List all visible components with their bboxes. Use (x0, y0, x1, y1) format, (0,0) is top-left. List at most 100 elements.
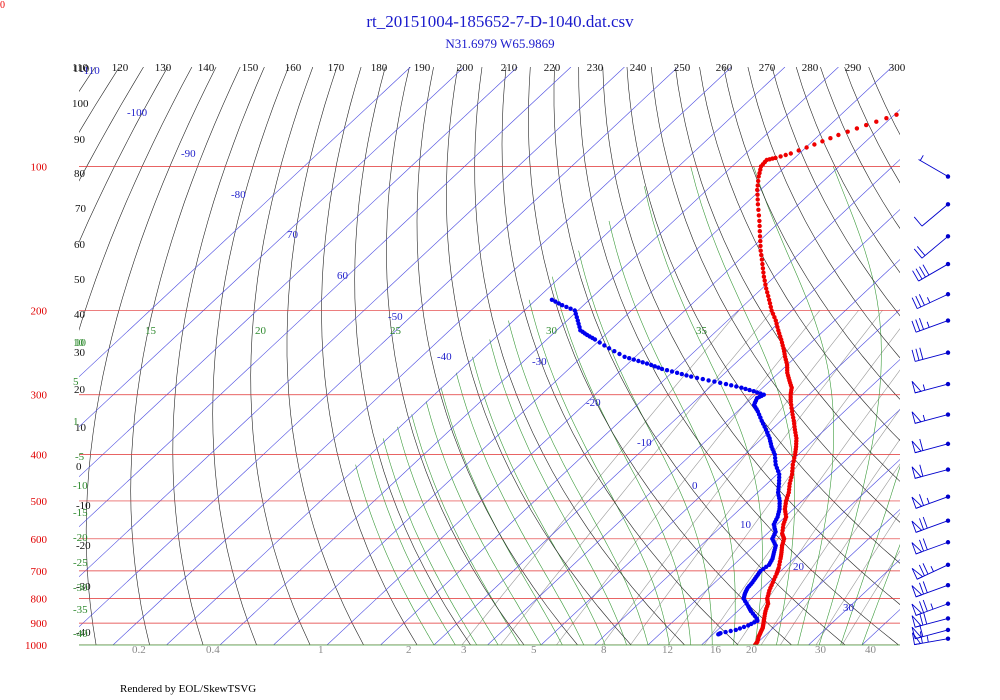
dewpoint-point (556, 301, 561, 306)
mixing-ratio-label: 30 (815, 644, 827, 656)
wind-barb-staff (915, 320, 949, 333)
left-scale-label: 40 (74, 309, 86, 321)
left-scale-label: -35 (73, 604, 88, 616)
corner-label: 0 (0, 0, 5, 11)
dewpoint-point (733, 627, 738, 633)
dewpoint-point (754, 390, 760, 395)
mixing-ratio-line (601, 310, 859, 645)
moist-adiabat (355, 464, 435, 645)
theta-label: 280 (802, 62, 819, 74)
wind-barb-staff (915, 352, 949, 362)
temperature-point (792, 455, 797, 461)
dewpoint-point (549, 297, 555, 302)
temperature-point (970, 90, 974, 94)
theta-label: 270 (759, 62, 776, 74)
isotherm-label: -100 (127, 107, 148, 119)
temperature-point (788, 151, 793, 156)
theta-e-label: 25 (390, 325, 402, 337)
wind-barb-feather (919, 494, 924, 506)
temperature-point (758, 248, 763, 253)
left-scale-label: -10 (76, 500, 91, 512)
wind-barb-flag (911, 615, 922, 628)
dry-adiabat (501, 67, 739, 645)
wind-barb-half-feather (919, 155, 924, 161)
dewpoint-point (631, 357, 636, 362)
dewpoint-point (741, 624, 747, 630)
wind-barb-half-feather (926, 497, 930, 504)
temperature-point (762, 278, 767, 283)
moist-adiabat (382, 438, 478, 645)
mixing-ratio-line (630, 310, 883, 645)
temperature-point (759, 252, 764, 258)
theta-label: 230 (587, 62, 604, 74)
wind-barb-staff (918, 263, 949, 282)
dewpoint-point (729, 383, 734, 388)
dry-adiabat (130, 67, 241, 645)
moist-adiabat (861, 544, 900, 645)
isotherm (79, 67, 625, 578)
dry-adiabat (795, 67, 900, 274)
wind-barb-staff (921, 203, 949, 227)
mixing-ratio-label: 2 (406, 644, 412, 656)
isotherm-label: -10 (637, 437, 652, 449)
theta-label: 260 (716, 62, 733, 74)
temperature-point (757, 218, 762, 224)
moist-adiabat (440, 387, 563, 645)
dewpoint-point (622, 354, 627, 359)
isotherm (219, 67, 839, 645)
isotherm-label: -30 (532, 356, 547, 368)
wind-barb-flag (911, 520, 923, 533)
wind-barb-feather (919, 613, 924, 626)
isotherm (861, 609, 900, 645)
isotherm (808, 559, 900, 645)
dewpoint-point (617, 351, 622, 357)
dewpoint-point (636, 358, 641, 364)
wind-barb-half-feather (926, 636, 929, 643)
theta-label: 180 (371, 62, 388, 74)
wind-barb-half-feather (926, 321, 930, 328)
dewpoint-point (679, 371, 684, 377)
dewpoint-point (652, 364, 657, 369)
left-scale-label: 110 (73, 63, 90, 75)
left-scale-label: -15 (73, 507, 88, 519)
dewpoint-point (606, 346, 612, 351)
dewpoint-point (602, 343, 607, 348)
theta-label: 190 (414, 62, 431, 74)
wind-barb-feather (913, 216, 923, 227)
dry-adiabat (0, 67, 71, 645)
moist-adiabat (644, 186, 763, 645)
left-scale-label: 1 (73, 416, 79, 428)
isotherm (79, 67, 518, 478)
wind-barb-staff (916, 293, 949, 310)
dry-adiabat (747, 67, 900, 359)
mixing-ratio-label: 16 (710, 644, 722, 656)
mixing-ratio-label: 3 (461, 644, 467, 656)
pressure-label: 1000 (25, 640, 48, 652)
dewpoint-point (656, 365, 661, 370)
temperature-point (992, 84, 996, 88)
dry-adiabat (212, 67, 289, 645)
dewpoint-point (597, 340, 602, 345)
mixing-ratio-label: 0.4 (206, 644, 220, 656)
left-scale-label: 60 (74, 239, 86, 251)
dewpoint-point (669, 369, 675, 374)
mixing-ratio-line (500, 310, 773, 645)
dewpoint-point (700, 376, 705, 382)
isotherm (79, 67, 572, 528)
temperature-point (766, 297, 772, 302)
left-scale-label: -20 (76, 540, 91, 552)
mixing-ratio-line (841, 550, 900, 645)
temperature-point (772, 315, 777, 320)
temperature-point (929, 102, 933, 106)
isotherm (166, 67, 786, 645)
isotherm-label: 10 (740, 519, 752, 531)
temperature-point (778, 154, 783, 159)
wind-barb-feather (919, 601, 924, 613)
dewpoint-point (640, 360, 645, 365)
left-scale-label: -40 (76, 627, 91, 639)
isotherm (79, 67, 411, 378)
temperature-point (755, 197, 760, 202)
temperature-point (884, 116, 889, 121)
temperature-point (759, 257, 765, 262)
wind-barb-flag (911, 411, 922, 424)
